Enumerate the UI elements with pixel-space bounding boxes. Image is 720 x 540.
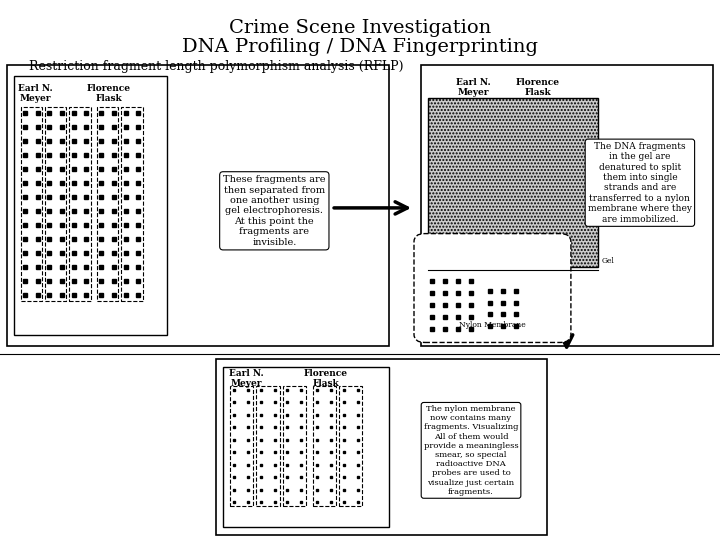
Bar [312, 386, 336, 506]
Text: Earl N.
Meyer: Earl N. Meyer [456, 78, 491, 97]
Bar [223, 367, 389, 526]
Bar [428, 98, 598, 267]
Text: The nylon membrane
now contains many
fragments. Visualizing
All of them would
pr: The nylon membrane now contains many fra… [423, 405, 518, 496]
Text: Florence
Flask: Florence Flask [87, 84, 131, 104]
FancyBboxPatch shape [414, 234, 571, 342]
Text: Gel: Gel [601, 258, 614, 265]
Text: Nylon Membrane: Nylon Membrane [459, 321, 526, 329]
Bar [283, 386, 306, 506]
Bar [20, 107, 42, 301]
Bar [14, 76, 167, 335]
Bar [45, 107, 66, 301]
Bar [230, 386, 253, 506]
Text: Restriction fragment length polymorphism analysis (RFLP): Restriction fragment length polymorphism… [29, 60, 403, 73]
Text: Earl N.
Meyer: Earl N. Meyer [229, 369, 264, 388]
Text: Crime Scene Investigation: Crime Scene Investigation [229, 19, 491, 37]
Text: Florence
Flask: Florence Flask [516, 78, 560, 97]
Bar [96, 107, 118, 301]
Bar [216, 359, 547, 535]
Text: Earl N.
Meyer: Earl N. Meyer [19, 84, 53, 104]
Bar [339, 386, 362, 506]
Bar [69, 107, 91, 301]
Bar [7, 65, 389, 346]
Text: DNA Profiling / DNA Fingerprinting: DNA Profiling / DNA Fingerprinting [182, 38, 538, 56]
Bar [121, 107, 143, 301]
Text: Florence
Flask: Florence Flask [304, 369, 348, 388]
Text: These fragments are
then separated from
one another using
gel electrophoresis.
A: These fragments are then separated from … [223, 175, 325, 247]
Bar [256, 386, 279, 506]
Bar [421, 65, 713, 346]
Text: The DNA fragments
in the gel are
denatured to split
them into single
strands and: The DNA fragments in the gel are denatur… [588, 142, 692, 224]
